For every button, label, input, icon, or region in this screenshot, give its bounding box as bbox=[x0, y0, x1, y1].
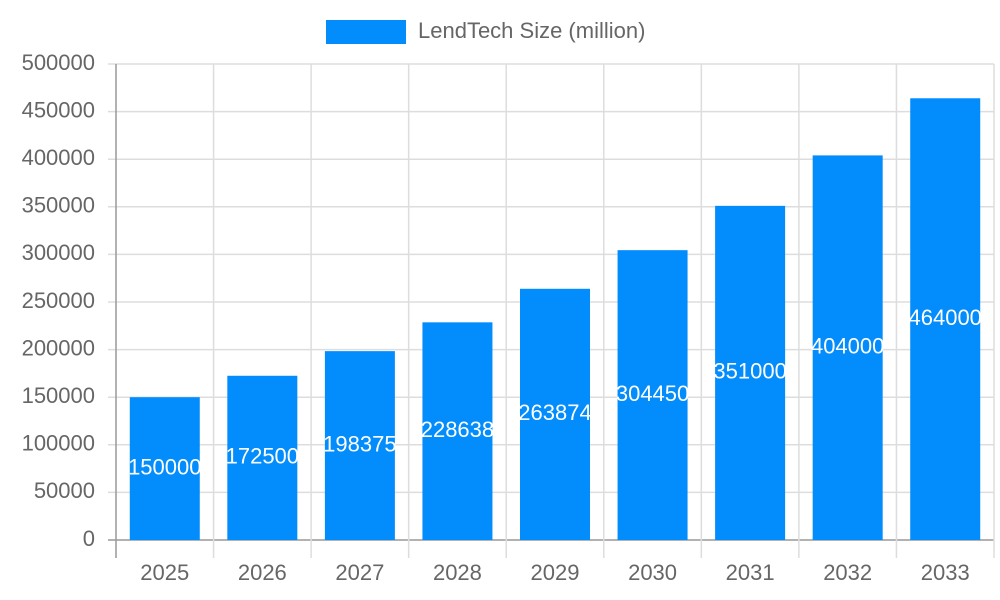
y-tick-label: 300000 bbox=[22, 240, 95, 265]
bar bbox=[910, 98, 981, 540]
y-tick-label: 100000 bbox=[22, 431, 95, 456]
x-tick-label: 2031 bbox=[726, 560, 775, 585]
data-label: 172500 bbox=[226, 444, 299, 469]
data-label: 351000 bbox=[713, 359, 786, 384]
y-tick-label: 450000 bbox=[22, 97, 95, 122]
bar bbox=[422, 322, 493, 540]
data-label: 150000 bbox=[128, 454, 201, 479]
bar bbox=[227, 375, 298, 540]
data-label: 228638 bbox=[421, 417, 494, 442]
bar bbox=[520, 288, 590, 540]
legend-swatch bbox=[326, 20, 406, 44]
data-label: 304450 bbox=[616, 381, 689, 406]
y-tick-label: 250000 bbox=[22, 288, 95, 313]
bar bbox=[324, 351, 395, 540]
bar bbox=[812, 155, 883, 540]
data-label: 198375 bbox=[323, 431, 396, 456]
x-tick-label: 2032 bbox=[823, 560, 872, 585]
x-tick-label: 2029 bbox=[531, 560, 580, 585]
x-tick-label: 2028 bbox=[433, 560, 482, 585]
y-tick-label: 50000 bbox=[34, 478, 95, 503]
bar bbox=[129, 397, 200, 540]
y-tick-label: 0 bbox=[83, 526, 95, 551]
y-tick-label: 350000 bbox=[22, 193, 95, 218]
y-tick-label: 200000 bbox=[22, 335, 95, 360]
data-label: 404000 bbox=[811, 334, 884, 359]
x-tick-label: 2025 bbox=[140, 560, 189, 585]
x-tick-label: 2026 bbox=[238, 560, 287, 585]
x-tick-label: 2030 bbox=[628, 560, 677, 585]
bar bbox=[715, 205, 786, 540]
x-tick-label: 2027 bbox=[335, 560, 384, 585]
legend-label: LendTech Size (million) bbox=[418, 18, 645, 43]
bar bbox=[617, 250, 688, 540]
x-tick-label: 2033 bbox=[921, 560, 970, 585]
y-tick-label: 500000 bbox=[22, 50, 95, 75]
data-label: 263874 bbox=[518, 400, 591, 425]
y-tick-label: 400000 bbox=[22, 145, 95, 170]
data-label: 464000 bbox=[909, 305, 982, 330]
y-tick-label: 150000 bbox=[22, 383, 95, 408]
